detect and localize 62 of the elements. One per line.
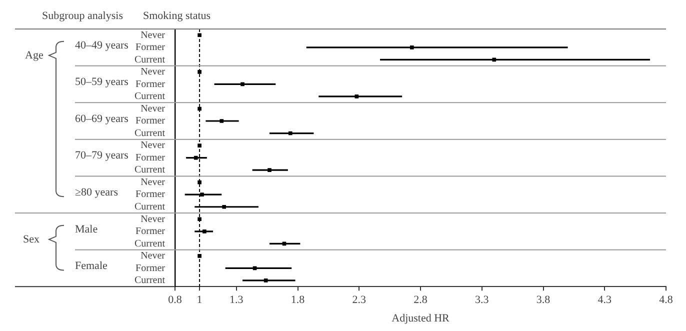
point bbox=[492, 58, 496, 62]
y-tick-label: Current bbox=[134, 201, 166, 212]
y-tick-label: Current bbox=[134, 238, 166, 250]
y-tick-label: Former bbox=[136, 226, 166, 238]
text: Subgroup analysis bbox=[42, 10, 123, 22]
point bbox=[200, 192, 204, 197]
text: 40–49 years bbox=[75, 39, 128, 52]
text: Smoking status bbox=[143, 10, 211, 22]
y-tick-label: Current bbox=[134, 91, 166, 102]
point bbox=[264, 278, 268, 282]
text: 50–59 years bbox=[75, 76, 128, 88]
x-tick-label: 4.3 bbox=[598, 294, 612, 306]
point bbox=[240, 82, 244, 86]
y-tick-label: Never bbox=[140, 214, 166, 225]
point bbox=[268, 168, 272, 172]
point bbox=[222, 204, 226, 209]
y-tick-label: Former bbox=[136, 152, 166, 164]
y-tick-label: Former bbox=[136, 78, 166, 90]
y-tick-label: Never bbox=[140, 30, 166, 41]
point bbox=[198, 180, 202, 184]
text: Age bbox=[25, 49, 44, 62]
y-tick-label: Former bbox=[136, 42, 166, 54]
point bbox=[410, 45, 414, 50]
x-tick-label: 1 bbox=[196, 294, 202, 306]
point bbox=[354, 94, 359, 98]
point bbox=[202, 229, 206, 234]
x-tick-label: 3.8 bbox=[536, 294, 551, 306]
x-tick-label: 2.8 bbox=[414, 294, 428, 306]
x-tick-label: 0.8 bbox=[168, 294, 182, 306]
text: Female bbox=[75, 260, 108, 272]
point bbox=[198, 33, 202, 38]
point bbox=[198, 254, 202, 258]
point bbox=[288, 131, 292, 136]
text: ≥80 years bbox=[75, 186, 118, 198]
y-tick-label: Never bbox=[140, 140, 166, 152]
x-tick-label: 4.8 bbox=[659, 294, 674, 306]
y-tick-label: Never bbox=[140, 176, 166, 188]
x-tick-label: 1.8 bbox=[290, 294, 306, 306]
x-tick-label: 1.3 bbox=[230, 294, 244, 306]
y-tick-label: Current bbox=[134, 128, 166, 139]
x-tick-label: 2.3 bbox=[352, 294, 366, 306]
point bbox=[198, 144, 202, 148]
point bbox=[198, 217, 202, 222]
text: Male bbox=[75, 223, 98, 236]
y-tick-label: Never bbox=[140, 66, 166, 78]
y-tick-label: Current bbox=[134, 54, 166, 66]
y-tick-label: Current bbox=[134, 275, 166, 286]
point bbox=[220, 119, 224, 123]
y-tick-label: Never bbox=[140, 103, 166, 114]
y-tick-label: Former bbox=[136, 189, 166, 200]
point bbox=[194, 156, 198, 160]
point bbox=[198, 106, 202, 111]
point bbox=[198, 70, 202, 74]
text: Sex bbox=[23, 233, 40, 246]
y-tick-label: Former bbox=[136, 116, 166, 127]
y-tick-label: Never bbox=[140, 250, 166, 262]
x-axis-title: Adjusted HR bbox=[392, 312, 450, 324]
y-tick-label: Current bbox=[134, 164, 166, 176]
x-tick-label: 3.3 bbox=[475, 294, 490, 306]
text: 70–79 years bbox=[75, 150, 128, 162]
y-tick-label: Former bbox=[136, 262, 166, 274]
text: 60–69 years bbox=[75, 112, 128, 125]
